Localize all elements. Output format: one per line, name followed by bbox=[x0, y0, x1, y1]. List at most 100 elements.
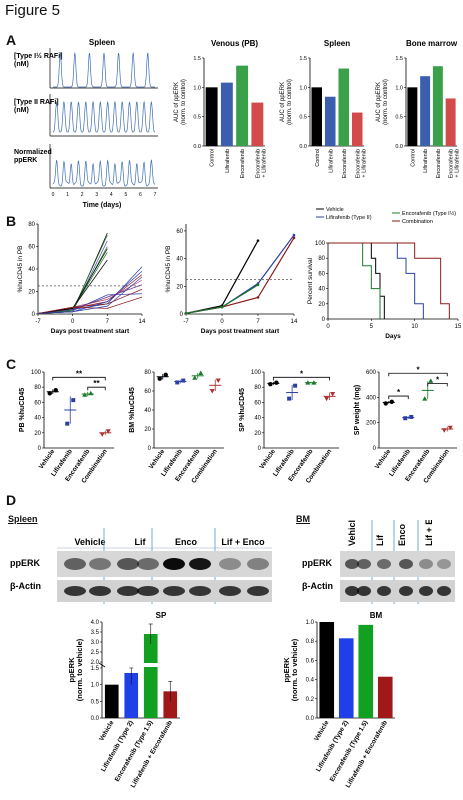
x-tick: 0 bbox=[220, 319, 224, 325]
data-point bbox=[215, 378, 221, 384]
y-tick: 80 bbox=[28, 222, 35, 228]
mean-series-line bbox=[185, 284, 259, 314]
mouse-trace bbox=[37, 270, 143, 314]
survival-curve bbox=[328, 242, 450, 319]
data-point bbox=[65, 421, 70, 426]
x-axis-label: Days post treatment start bbox=[201, 328, 280, 335]
data-point bbox=[163, 372, 168, 378]
y-tick: 0.2 bbox=[306, 697, 315, 703]
pperk-band bbox=[89, 558, 111, 570]
actin-band bbox=[189, 586, 211, 596]
x-tick: Lifirafenib bbox=[423, 149, 429, 173]
pperk-band bbox=[189, 558, 211, 570]
bar bbox=[163, 691, 178, 718]
y-tick: 0.5 bbox=[299, 115, 307, 121]
significance-label: * bbox=[416, 365, 420, 374]
chart-title: SP bbox=[156, 611, 167, 620]
y-tick: 20 bbox=[34, 431, 41, 437]
data-point bbox=[181, 378, 186, 383]
y-tick: 60 bbox=[254, 400, 261, 406]
actin-band bbox=[419, 586, 433, 596]
y-tick: 0 bbox=[373, 446, 377, 452]
pk-trace bbox=[52, 159, 156, 187]
data-point bbox=[383, 401, 388, 406]
mean-point bbox=[256, 239, 260, 242]
mouse-trace bbox=[37, 276, 143, 314]
y-tick: 4.0 bbox=[91, 620, 100, 626]
x-tick: Control bbox=[410, 149, 416, 167]
bar bbox=[143, 634, 158, 718]
blot-head-bm: BM bbox=[296, 514, 310, 524]
pperk-band bbox=[357, 559, 371, 569]
bar bbox=[236, 65, 249, 146]
actin-band bbox=[357, 586, 371, 596]
y-tick: 0.5 bbox=[395, 115, 403, 121]
y-tick: 20 bbox=[28, 290, 35, 296]
bar bbox=[432, 66, 443, 146]
survival-curve bbox=[328, 242, 424, 319]
western-blots: Vehicle Lif Enco Lif + Enco ppERK β-Acti… bbox=[10, 520, 455, 604]
legend-label: Combination bbox=[402, 219, 433, 225]
pk-xlabel: Time (days) bbox=[83, 202, 122, 209]
actin-band bbox=[219, 586, 241, 596]
x-axis-label: Days post treatment start bbox=[51, 328, 130, 335]
significance-bracket bbox=[427, 383, 448, 387]
pk-xtick: 7 bbox=[154, 192, 157, 198]
y-tick: 0 bbox=[322, 317, 326, 323]
y-tick: 1.5 bbox=[91, 666, 100, 672]
y-tick: 20 bbox=[144, 427, 151, 433]
lane-label-lif-enco: Lif + Enco bbox=[221, 537, 265, 547]
actin-band bbox=[399, 586, 413, 596]
legend-label: Encorafenib (Type I½) bbox=[402, 210, 456, 217]
data-point bbox=[71, 398, 76, 403]
chart-title: BM bbox=[370, 611, 383, 620]
y-axis-label: PB %huCD45 bbox=[19, 388, 26, 432]
y-tick: 0 bbox=[38, 446, 42, 452]
data-point bbox=[47, 391, 52, 396]
mean-series-line bbox=[185, 240, 259, 314]
y-tick: 60 bbox=[28, 245, 35, 251]
y-tick: 0.0 bbox=[91, 716, 100, 722]
data-point bbox=[274, 380, 279, 385]
x-tick: Vehicle bbox=[258, 448, 277, 471]
mean-point bbox=[256, 296, 260, 299]
data-point bbox=[428, 378, 434, 383]
mouse-trace bbox=[37, 251, 108, 314]
y-tick: 600 bbox=[366, 370, 377, 376]
data-point bbox=[175, 380, 180, 385]
bar bbox=[220, 82, 233, 146]
y-tick: 0.4 bbox=[306, 678, 315, 684]
y-tick: 2.5 bbox=[91, 650, 100, 656]
x-tick: 10 bbox=[411, 324, 418, 330]
y-tick: 40 bbox=[318, 287, 325, 293]
y-tick: 3.0 bbox=[91, 640, 100, 646]
chart-blot-quant-bm: BM 0.0 0.2 0.4 0.6 0.8 1.0 ppERK(norm. to vehic… bbox=[282, 611, 395, 789]
mean-point bbox=[220, 305, 224, 309]
data-point bbox=[293, 383, 298, 388]
mean-point bbox=[184, 312, 188, 315]
bar bbox=[377, 676, 393, 718]
y-tick: 40 bbox=[34, 416, 41, 422]
significance-bracket bbox=[87, 386, 106, 391]
y-tick: 0.6 bbox=[306, 658, 315, 664]
y-tick: 0.0 bbox=[299, 144, 307, 150]
y-tick: 400 bbox=[366, 395, 377, 401]
pk-row-label: [Type II RAFi] (nM) bbox=[14, 99, 59, 114]
data-point bbox=[53, 388, 58, 393]
y-tick: 80 bbox=[318, 256, 325, 262]
y-tick: 0.0 bbox=[193, 144, 201, 150]
lane-label-lif: Lif bbox=[135, 537, 147, 547]
bar bbox=[124, 673, 139, 718]
data-point bbox=[287, 396, 292, 401]
pperk-band bbox=[137, 558, 159, 570]
actin-band bbox=[247, 586, 269, 596]
y-tick: 1.0 bbox=[306, 620, 315, 626]
y-tick: 1.0 bbox=[299, 85, 307, 91]
significance-bracket bbox=[52, 376, 106, 381]
x-tick: Vehicle bbox=[374, 448, 393, 471]
y-tick: 100 bbox=[31, 370, 42, 376]
lane-label-enco: Enco bbox=[175, 537, 198, 547]
bar bbox=[104, 684, 119, 718]
data-point bbox=[305, 380, 311, 385]
